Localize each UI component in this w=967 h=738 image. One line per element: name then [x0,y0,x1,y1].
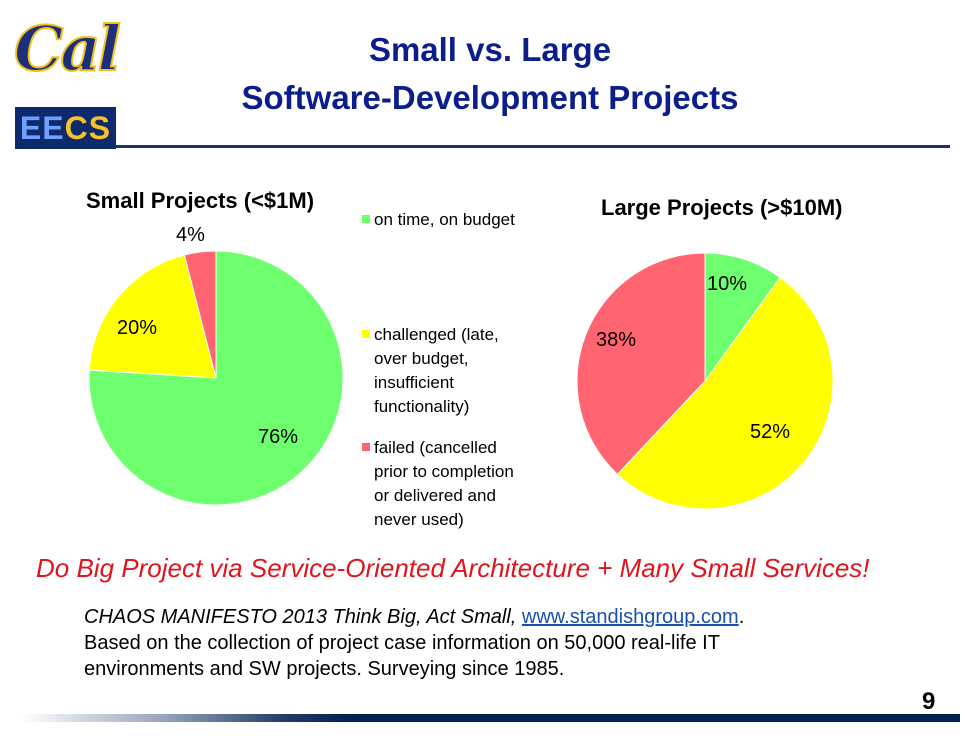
footer-bar [20,714,960,722]
source-citation: CHAOS MANIFESTO 2013 Think Big, Act Smal… [84,604,924,682]
small-pie-slice-challenged [88,254,217,379]
source-italic: CHAOS MANIFESTO 2013 Think Big, Act Smal… [84,606,522,628]
source-line-2: Based on the collection of project case … [84,632,720,654]
eecs-logo-ee: EE [19,110,65,146]
legend-text: or delivered and [374,486,496,505]
small-pie-slice-on-time [88,250,344,506]
title-divider [115,145,950,148]
legend-item-challenged: challenged (late, over budget, insuffici… [362,323,552,419]
source-line-3: environments and SW projects. Surveying … [84,658,565,680]
small-label-failed: 4% [176,224,205,246]
eecs-logo: EECS [15,107,116,149]
page-number: 9 [922,688,936,715]
standish-link[interactable]: www.standishgroup.com [521,606,739,628]
legend-text: on time, on budget [374,210,515,229]
legend-text: challenged (late, [374,325,499,344]
small-label-challenged: 20% [117,317,158,339]
title-line-2: Software-Development Projects [241,79,739,116]
legend-text: failed (cancelled [374,438,497,457]
legend-swatch-yellow [362,330,370,338]
title-line-1: Small vs. Large [368,31,612,68]
large-pie-title: Large Projects (>$10M) [601,195,843,220]
large-pie-slice-challenged [616,276,834,510]
large-label-on-time: 10% [707,273,748,295]
source-period: . [738,606,745,628]
eecs-logo-cs: CS [64,110,112,146]
legend-text: functionality) [374,397,470,416]
small-pie-title: Small Projects (<$1M) [86,188,315,213]
small-label-on-time: 76% [258,426,299,448]
slide-title: Small vs. Large Software-Development Pro… [130,26,850,122]
legend-item-on-time: on time, on budget [362,208,552,232]
large-pie-slice-failed [576,252,706,476]
legend-text: never used) [374,510,464,529]
cal-logo: Cal [13,12,122,85]
large-label-challenged: 52% [750,421,791,443]
large-label-failed: 38% [596,329,637,351]
legend-text: prior to completion [374,462,514,481]
legend-text: over budget, [374,349,469,368]
legend-text: insufficient [374,373,455,392]
large-pie-slice-on-time [704,252,781,383]
slogan: Do Big Project via Service-Oriented Arch… [36,553,870,583]
legend-swatch-red [362,443,370,451]
legend-swatch-green [362,215,370,223]
small-pie-slice-failed [183,250,217,379]
legend-item-failed: failed (cancelled prior to completion or… [362,436,552,532]
